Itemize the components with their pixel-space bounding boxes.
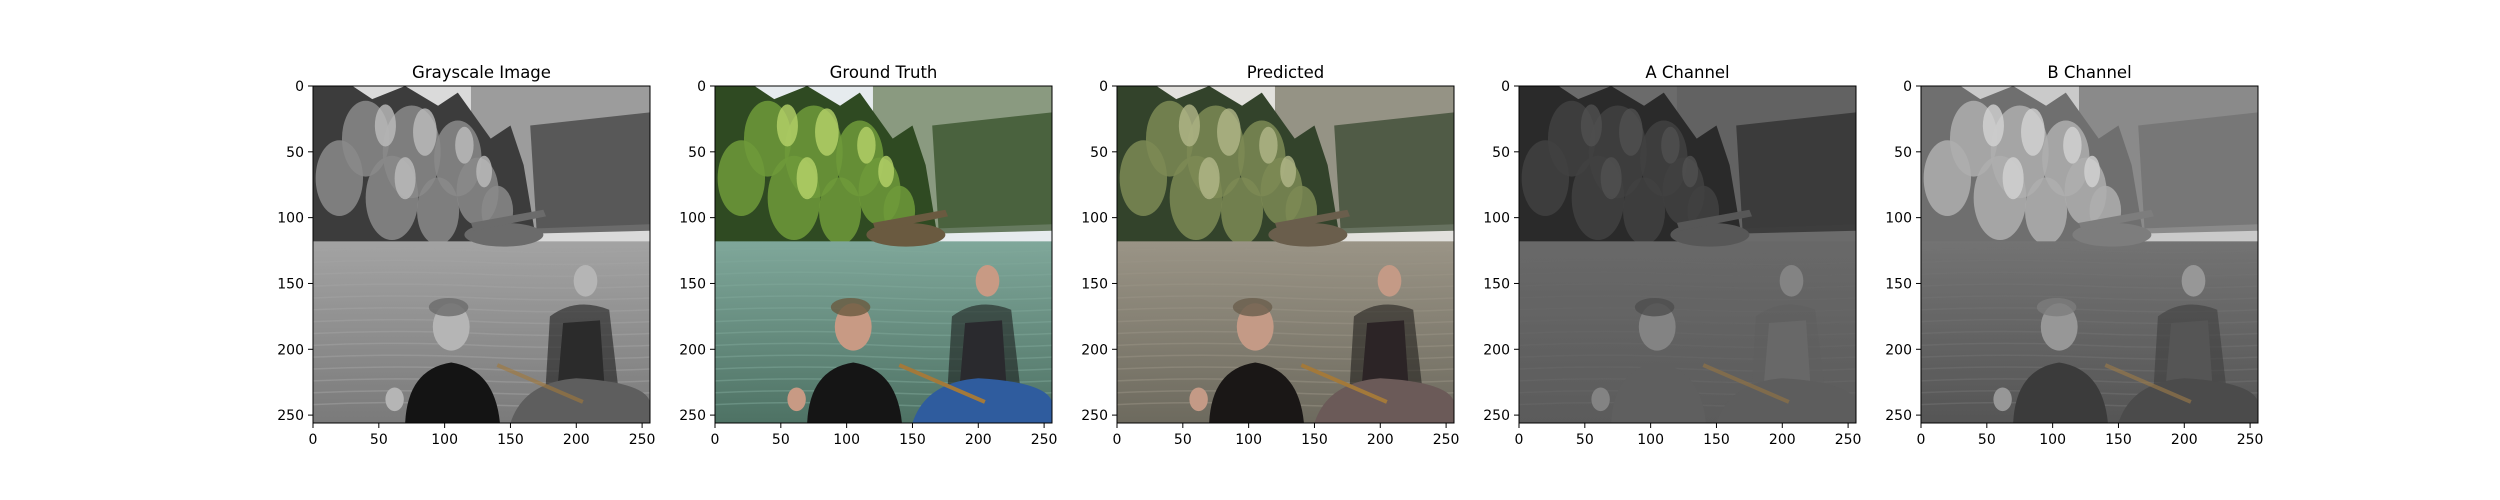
y-tick-label: 0 — [1099, 79, 1108, 95]
axes-frame — [714, 85, 1053, 424]
y-tick-label: 250 — [277, 408, 304, 424]
axes-frame — [1518, 85, 1857, 424]
x-tick-label: 0 — [1113, 432, 1122, 448]
subplot-title: Ground Truth — [830, 63, 938, 82]
x-tick-label: 250 — [1835, 432, 1862, 448]
x-tick-label: 0 — [1917, 432, 1926, 448]
x-tick-label: 150 — [2105, 432, 2132, 448]
x-tick-label: 100 — [431, 432, 458, 448]
x-tick-label: 150 — [1703, 432, 1730, 448]
y-tick-label: 250 — [1483, 408, 1510, 424]
axes-frame — [1920, 85, 2259, 424]
x-tick-label: 200 — [1769, 432, 1796, 448]
subplot-image — [1921, 86, 2258, 423]
y-tick-label: 0 — [1501, 79, 1510, 95]
y-tick-label: 50 — [1090, 145, 1108, 161]
y-tick-label: 200 — [679, 342, 706, 358]
subplot-image — [313, 86, 650, 423]
y-tick-label: 50 — [1894, 145, 1912, 161]
x-tick-label: 0 — [711, 432, 720, 448]
x-tick-label: 200 — [563, 432, 590, 448]
y-tick-label: 250 — [1885, 408, 1912, 424]
y-tick-label: 150 — [1081, 276, 1108, 292]
x-tick-label: 150 — [899, 432, 926, 448]
x-tick-label: 0 — [1515, 432, 1524, 448]
x-tick-label: 50 — [772, 432, 790, 448]
x-tick-label: 50 — [370, 432, 388, 448]
axes-frame — [312, 85, 651, 424]
x-tick-label: 50 — [1576, 432, 1594, 448]
subplot-image — [715, 86, 1052, 423]
y-tick-label: 250 — [1081, 408, 1108, 424]
y-tick-label: 200 — [1483, 342, 1510, 358]
x-tick-label: 200 — [2171, 432, 2198, 448]
y-tick-label: 100 — [1885, 211, 1912, 227]
subplot-title: Grayscale Image — [412, 63, 551, 82]
x-tick-label: 250 — [2237, 432, 2264, 448]
x-tick-label: 150 — [1301, 432, 1328, 448]
y-tick-label: 100 — [679, 211, 706, 227]
y-tick-label: 50 — [286, 145, 304, 161]
subplot-title: A Channel — [1645, 63, 1729, 82]
x-tick-label: 100 — [833, 432, 860, 448]
x-tick-label: 250 — [1031, 432, 1058, 448]
y-tick-label: 0 — [295, 79, 304, 95]
y-tick-label: 150 — [679, 276, 706, 292]
x-tick-label: 100 — [1637, 432, 1664, 448]
axes-frame — [1116, 85, 1455, 424]
x-tick-label: 50 — [1174, 432, 1192, 448]
y-tick-label: 0 — [697, 79, 706, 95]
y-tick-label: 150 — [1885, 276, 1912, 292]
y-tick-label: 100 — [277, 211, 304, 227]
subplot-image — [1117, 86, 1454, 423]
y-tick-label: 100 — [1081, 211, 1108, 227]
subplot-title: B Channel — [2047, 63, 2131, 82]
x-tick-label: 50 — [1978, 432, 1996, 448]
y-tick-label: 200 — [277, 342, 304, 358]
x-tick-label: 250 — [1433, 432, 1460, 448]
subplot-image — [1519, 86, 1856, 423]
y-tick-label: 0 — [1903, 79, 1912, 95]
x-tick-label: 100 — [2039, 432, 2066, 448]
y-tick-label: 50 — [1492, 145, 1510, 161]
y-tick-label: 150 — [1483, 276, 1510, 292]
y-tick-label: 250 — [679, 408, 706, 424]
y-tick-label: 200 — [1081, 342, 1108, 358]
y-tick-label: 100 — [1483, 211, 1510, 227]
y-tick-label: 50 — [688, 145, 706, 161]
x-tick-label: 150 — [497, 432, 524, 448]
x-tick-label: 200 — [965, 432, 992, 448]
x-tick-label: 200 — [1367, 432, 1394, 448]
x-tick-label: 100 — [1235, 432, 1262, 448]
x-tick-label: 250 — [629, 432, 656, 448]
subplot-title: Predicted — [1247, 63, 1324, 82]
x-tick-label: 0 — [309, 432, 318, 448]
y-tick-label: 150 — [277, 276, 304, 292]
y-tick-label: 200 — [1885, 342, 1912, 358]
